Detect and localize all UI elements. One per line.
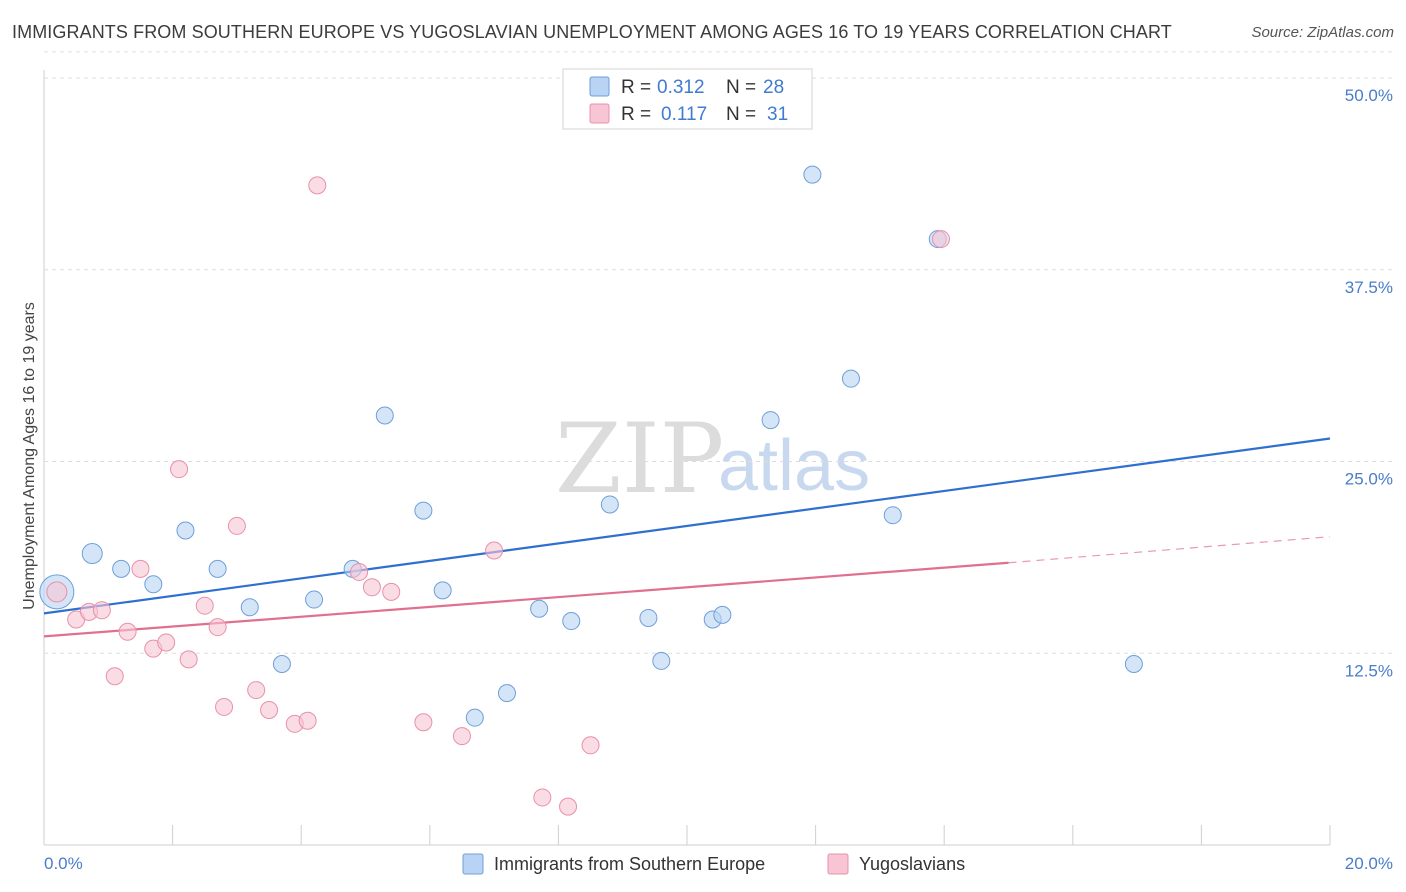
legend-n-label-2: N = <box>726 104 756 125</box>
x-tick-label-min: 0.0% <box>44 854 83 873</box>
point-southern-europe <box>433 581 452 600</box>
point-yugoslavians <box>118 622 137 641</box>
point-yugoslavians <box>170 460 189 479</box>
legend-r-label-2: R = <box>621 104 651 125</box>
point-yugoslavians <box>195 596 214 615</box>
series-legend: Immigrants from Southern Europe Yugoslav… <box>462 853 965 875</box>
point-yugoslavians <box>157 633 176 652</box>
y-axis-title: Unemployment Among Ages 16 to 19 years <box>21 302 38 610</box>
point-southern-europe <box>883 506 902 525</box>
point-southern-europe <box>305 590 324 609</box>
point-southern-europe <box>761 411 780 430</box>
point-southern-europe <box>639 608 658 627</box>
point-yugoslavians <box>931 230 950 249</box>
bottom-legend-swatch-pink <box>827 853 849 875</box>
point-southern-europe <box>1124 654 1143 673</box>
point-yugoslavians <box>215 697 234 716</box>
point-yugoslavians <box>105 667 124 686</box>
point-yugoslavians <box>308 176 327 195</box>
point-yugoslavians <box>485 541 504 560</box>
point-southern-europe <box>841 369 860 388</box>
point-southern-europe <box>600 495 619 514</box>
y-tick-label: 12.5% <box>1345 661 1393 680</box>
point-yugoslavians <box>46 581 68 603</box>
point-yugoslavians <box>298 711 317 730</box>
legend-r-value-2: 0.117 <box>661 104 707 125</box>
point-southern-europe <box>112 559 131 578</box>
watermark-zip: ZIP <box>555 403 724 515</box>
point-southern-europe <box>414 501 433 520</box>
legend-r-label-1: R = <box>621 77 651 98</box>
point-southern-europe <box>176 521 195 540</box>
point-yugoslavians <box>131 559 150 578</box>
bottom-legend-label-2: Yugoslavians <box>859 854 965 874</box>
point-southern-europe <box>497 684 516 703</box>
bottom-legend-swatch-blue <box>462 853 484 875</box>
legend-n-value-1: 28 <box>763 77 784 98</box>
legend-swatch-blue <box>589 76 610 97</box>
point-southern-europe <box>803 165 822 184</box>
point-yugoslavians <box>452 727 471 746</box>
point-yugoslavians <box>533 788 552 807</box>
point-yugoslavians <box>581 736 600 755</box>
point-yugoslavians <box>362 578 381 597</box>
trend-line-southern-europe <box>43 437 1331 615</box>
chart-title: IMMIGRANTS FROM SOUTHERN EUROPE VS YUGOS… <box>12 22 1172 42</box>
trend-line-yugoslavians-extrapolated <box>1008 536 1331 564</box>
y-tick-label: 37.5% <box>1345 278 1393 297</box>
point-yugoslavians <box>350 562 369 581</box>
point-southern-europe <box>240 598 259 617</box>
source-label: Source: ZipAtlas.com <box>1251 24 1394 41</box>
point-southern-europe <box>375 406 394 425</box>
bottom-legend-label-1: Immigrants from Southern Europe <box>494 854 765 874</box>
point-yugoslavians <box>559 797 578 816</box>
point-southern-europe <box>465 708 484 727</box>
point-yugoslavians <box>247 681 266 700</box>
point-yugoslavians <box>227 516 246 535</box>
point-southern-europe <box>652 651 671 670</box>
point-yugoslavians <box>179 650 198 669</box>
watermark-atlas: atlas <box>718 426 870 506</box>
point-yugoslavians <box>382 582 401 601</box>
point-southern-europe <box>272 654 291 673</box>
point-southern-europe <box>713 605 732 624</box>
point-yugoslavians <box>208 618 227 637</box>
point-yugoslavians <box>92 601 111 620</box>
point-southern-europe <box>144 575 163 594</box>
point-southern-europe <box>208 559 227 578</box>
point-southern-europe <box>562 612 581 631</box>
legend-n-label-1: N = <box>726 77 756 98</box>
correlation-legend: R = 0.312 N = 28 R = 0.117 N = 31 <box>562 68 813 130</box>
point-yugoslavians <box>260 701 279 720</box>
point-yugoslavians <box>414 713 433 732</box>
trend-line-yugoslavians <box>43 561 1009 638</box>
x-tick-label-max: 20.0% <box>1345 854 1393 873</box>
y-tick-label: 50.0% <box>1345 86 1393 105</box>
y-tick-label: 25.0% <box>1345 470 1393 489</box>
point-southern-europe <box>81 543 103 565</box>
legend-swatch-pink <box>589 103 610 124</box>
point-southern-europe <box>530 599 549 618</box>
legend-r-value-1: 0.312 <box>657 77 705 98</box>
legend-n-value-2: 31 <box>767 104 788 125</box>
